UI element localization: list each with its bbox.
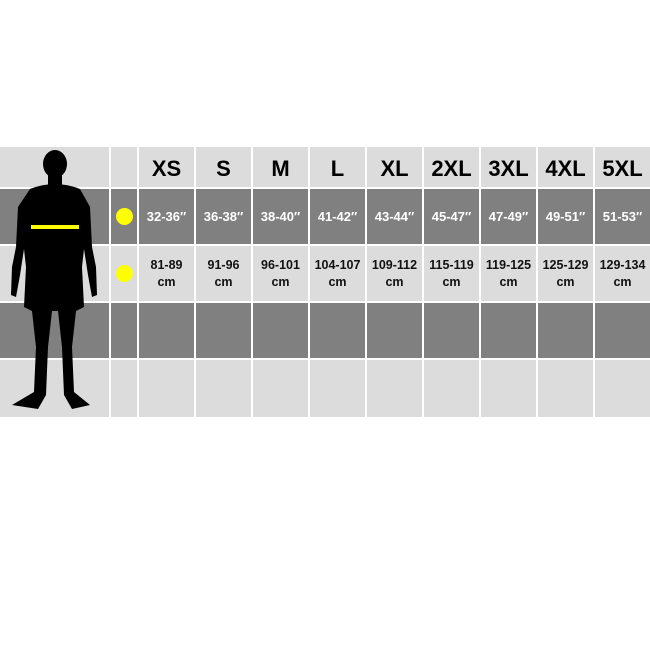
chest-cm-value: 109-112 xyxy=(371,257,418,272)
chest-inches-value: 43-44″ xyxy=(367,189,422,244)
chest-cm-cell: 96-101 cm xyxy=(253,246,308,301)
size-header: S xyxy=(196,147,251,187)
figure-cell xyxy=(0,189,109,244)
cm-unit: cm xyxy=(499,274,518,289)
chest-cm-value: 125-129 xyxy=(542,257,589,272)
empty-cell xyxy=(196,303,251,358)
chest-cm-cell: 129-134 cm xyxy=(595,246,650,301)
empty-cell xyxy=(310,303,365,358)
chest-inches-value: 38-40″ xyxy=(253,189,308,244)
chest-cm-cell: 119-125 cm xyxy=(481,246,536,301)
chest-cm-value: 91-96 xyxy=(207,257,240,272)
chest-cm-value: 115-119 xyxy=(429,257,474,272)
chest-cm-value: 96-101 xyxy=(261,257,300,272)
empty-cell xyxy=(139,360,194,417)
cm-unit: cm xyxy=(214,274,233,289)
yellow-dot-icon xyxy=(115,265,133,282)
chest-cm-cell: 109-112 cm xyxy=(367,246,422,301)
size-header: XS xyxy=(139,147,194,187)
chest-inches-value: 36-38″ xyxy=(196,189,251,244)
size-header: 3XL xyxy=(481,147,536,187)
empty-cell xyxy=(424,303,479,358)
cm-unit: cm xyxy=(613,274,632,289)
marker-cell xyxy=(111,189,137,244)
size-chart: XS S M L XL 2XL 3XL 4XL 5XL 32-36″ 36-38″ 38-40″ 41-… xyxy=(0,147,650,417)
empty-cell xyxy=(139,303,194,358)
empty-cell xyxy=(481,303,536,358)
size-header: M xyxy=(253,147,308,187)
chest-cm-value: 129-134 xyxy=(599,257,646,272)
empty-cell xyxy=(481,360,536,417)
empty-cell xyxy=(253,360,308,417)
empty-cell xyxy=(595,303,650,358)
marker-cell-header xyxy=(111,147,137,187)
marker-cell xyxy=(111,246,137,301)
size-header: 2XL xyxy=(424,147,479,187)
empty-cell xyxy=(367,360,422,417)
empty-cell xyxy=(111,303,137,358)
empty-cell xyxy=(424,360,479,417)
chest-inches-value: 47-49″ xyxy=(481,189,536,244)
chest-cm-value: 81-89 xyxy=(150,257,183,272)
cm-unit: cm xyxy=(556,274,575,289)
chest-inches-value: 51-53″ xyxy=(595,189,650,244)
empty-cell xyxy=(367,303,422,358)
empty-cell xyxy=(0,303,109,358)
cm-unit: cm xyxy=(271,274,290,289)
empty-cell xyxy=(196,360,251,417)
chest-cm-cell: 115-119 cm xyxy=(424,246,479,301)
chest-cm-value: 119-125 xyxy=(485,257,532,272)
empty-cell xyxy=(253,303,308,358)
size-header: XL xyxy=(367,147,422,187)
chest-cm-cell: 104-107 cm xyxy=(310,246,365,301)
cm-unit: cm xyxy=(442,274,461,289)
empty-cell xyxy=(111,360,137,417)
figure-cell-header xyxy=(0,147,109,187)
cm-unit: cm xyxy=(328,274,347,289)
empty-cell xyxy=(310,360,365,417)
empty-cell xyxy=(538,303,593,358)
cm-unit: cm xyxy=(157,274,176,289)
size-header: L xyxy=(310,147,365,187)
chest-inches-value: 45-47″ xyxy=(424,189,479,244)
chest-inches-value: 49-51″ xyxy=(538,189,593,244)
chest-cm-value: 104-107 xyxy=(314,257,361,272)
chest-inches-value: 32-36″ xyxy=(139,189,194,244)
empty-cell xyxy=(0,360,109,417)
chest-inches-value: 41-42″ xyxy=(310,189,365,244)
chest-cm-cell: 125-129 cm xyxy=(538,246,593,301)
empty-cell xyxy=(595,360,650,417)
figure-cell xyxy=(0,246,109,301)
yellow-dot-icon xyxy=(115,208,133,225)
chest-cm-cell: 81-89 cm xyxy=(139,246,194,301)
chest-cm-cell: 91-96 cm xyxy=(196,246,251,301)
cm-unit: cm xyxy=(385,274,404,289)
empty-cell xyxy=(538,360,593,417)
size-header: 5XL xyxy=(595,147,650,187)
size-header: 4XL xyxy=(538,147,593,187)
